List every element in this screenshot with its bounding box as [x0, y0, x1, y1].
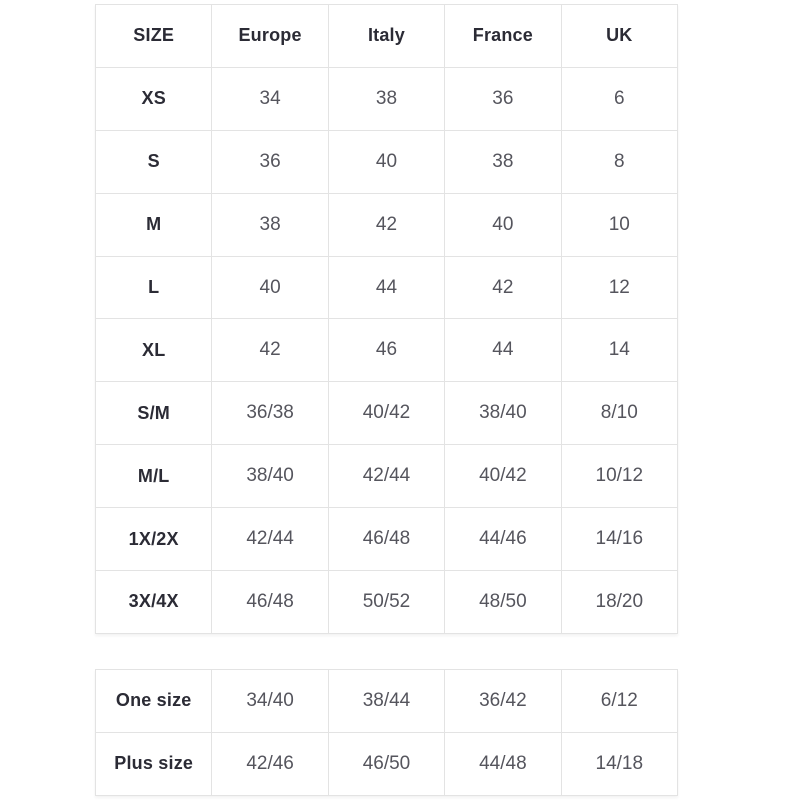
table-row: 3X/4X 46/48 50/52 48/50 18/20: [94, 570, 679, 634]
table-row: XS 34 38 36 6: [94, 66, 679, 131]
header-cell-france: France: [444, 4, 562, 68]
size-cell: 40/42: [444, 444, 562, 509]
size-cell: 40: [211, 255, 329, 320]
size-cell: 42/46: [211, 731, 329, 796]
row-label: L: [94, 255, 213, 320]
size-cell: 6/12: [560, 668, 679, 733]
table-row: M/L 38/40 42/44 40/42 10/12: [94, 444, 679, 509]
special-sizes-table: One size 34/40 38/44 36/42 6/12 Plus siz…: [94, 668, 679, 796]
size-cell: 36: [211, 129, 329, 194]
size-cell: 40: [444, 192, 562, 257]
size-cell: 44/48: [444, 731, 562, 796]
header-cell-size: SIZE: [94, 4, 213, 68]
row-label: M: [94, 192, 213, 257]
table-row: 1X/2X 42/44 46/48 44/46 14/16: [94, 507, 679, 572]
size-cell: 42/44: [211, 507, 329, 572]
table-row: M 38 42 40 10: [94, 192, 679, 257]
table-row: S/M 36/38 40/42 38/40 8/10: [94, 381, 679, 446]
size-cell: 50/52: [327, 570, 446, 634]
size-cell: 14: [560, 318, 679, 383]
size-cell: 44/46: [444, 507, 562, 572]
size-cell: 36/42: [444, 668, 562, 733]
size-chart-section: SIZE Europe Italy France UK XS 34 38 36 …: [94, 4, 679, 796]
size-cell: 42: [444, 255, 562, 320]
size-cell: 12: [560, 255, 679, 320]
size-cell: 38: [327, 66, 446, 131]
size-cell: 34: [211, 66, 329, 131]
table-row: Plus size 42/46 46/50 44/48 14/18: [94, 731, 679, 796]
row-label: One size: [94, 668, 213, 733]
table-row: L 40 44 42 12: [94, 255, 679, 320]
size-cell: 14/16: [560, 507, 679, 572]
size-cell: 38/40: [211, 444, 329, 509]
size-cell: 10: [560, 192, 679, 257]
size-cell: 42/44: [327, 444, 446, 509]
size-cell: 10/12: [560, 444, 679, 509]
row-label: 1X/2X: [94, 507, 213, 572]
size-cell: 38/44: [327, 668, 446, 733]
row-label: S/M: [94, 381, 213, 446]
size-cell: 46/48: [327, 507, 446, 572]
size-cell: 40: [327, 129, 446, 194]
size-cell: 42: [327, 192, 446, 257]
size-cell: 8: [560, 129, 679, 194]
size-cell: 38/40: [444, 381, 562, 446]
row-label: XL: [94, 318, 213, 383]
table-row: S 36 40 38 8: [94, 129, 679, 194]
header-row: SIZE Europe Italy France UK: [94, 4, 679, 68]
row-label: Plus size: [94, 731, 213, 796]
size-cell: 36/38: [211, 381, 329, 446]
row-label: 3X/4X: [94, 570, 213, 634]
size-cell: 38: [444, 129, 562, 194]
size-cell: 14/18: [560, 731, 679, 796]
size-cell: 44: [327, 255, 446, 320]
row-label: S: [94, 129, 213, 194]
header-cell-europe: Europe: [211, 4, 329, 68]
size-cell: 36: [444, 66, 562, 131]
size-cell: 8/10: [560, 381, 679, 446]
size-conversion-table: SIZE Europe Italy France UK XS 34 38 36 …: [94, 4, 679, 634]
size-cell: 38: [211, 192, 329, 257]
size-cell: 42: [211, 318, 329, 383]
size-cell: 48/50: [444, 570, 562, 634]
row-label: M/L: [94, 444, 213, 509]
header-cell-italy: Italy: [327, 4, 446, 68]
size-cell: 46: [327, 318, 446, 383]
size-cell: 18/20: [560, 570, 679, 634]
size-cell: 6: [560, 66, 679, 131]
size-cell: 40/42: [327, 381, 446, 446]
size-cell: 34/40: [211, 668, 329, 733]
table-row: One size 34/40 38/44 36/42 6/12: [94, 668, 679, 733]
row-label: XS: [94, 66, 213, 131]
header-cell-uk: UK: [560, 4, 679, 68]
size-cell: 44: [444, 318, 562, 383]
size-cell: 46/48: [211, 570, 329, 634]
size-cell: 46/50: [327, 731, 446, 796]
table-row: XL 42 46 44 14: [94, 318, 679, 383]
